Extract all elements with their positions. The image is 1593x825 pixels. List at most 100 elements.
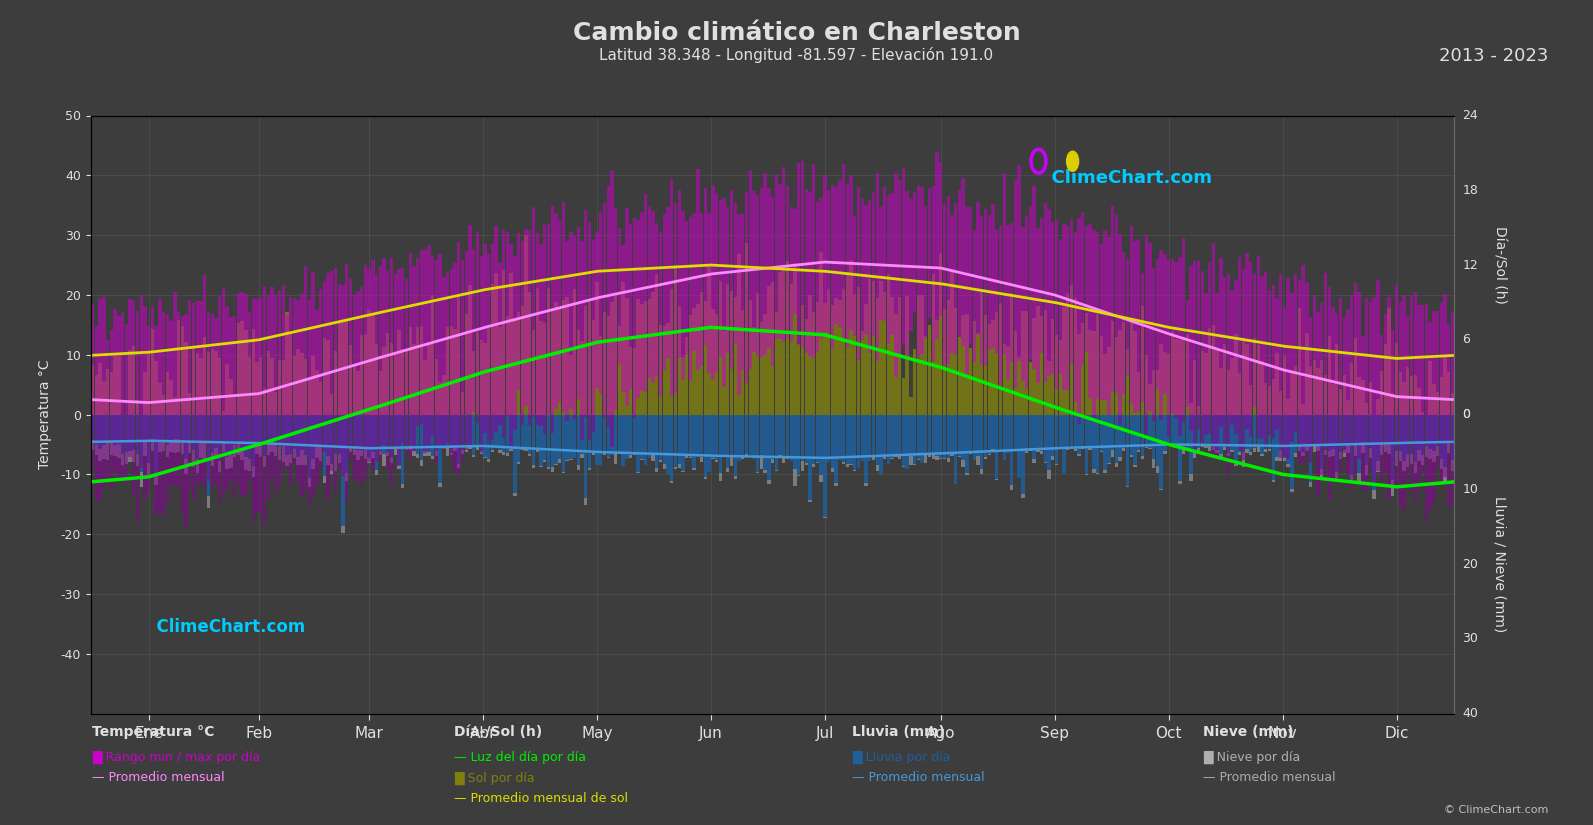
Bar	[94, 326, 99, 414]
Bar	[1391, 414, 1394, 480]
Bar	[1287, 414, 1290, 460]
Bar	[162, 414, 166, 516]
Bar	[416, 328, 419, 414]
Bar	[715, 460, 718, 462]
Bar	[454, 263, 457, 414]
Bar	[1313, 360, 1316, 414]
Bar	[1346, 444, 1349, 453]
Bar	[596, 281, 599, 414]
Bar	[1070, 414, 1074, 447]
Bar	[1407, 455, 1410, 467]
Bar	[652, 210, 655, 383]
Bar	[446, 327, 449, 414]
Bar	[1141, 306, 1144, 414]
Bar	[1435, 392, 1440, 414]
Bar	[499, 414, 502, 450]
Bar	[260, 444, 263, 457]
Bar	[143, 414, 147, 442]
Bar	[860, 199, 863, 340]
Bar	[977, 414, 980, 455]
Bar	[397, 465, 401, 469]
Bar	[1129, 455, 1133, 456]
Bar	[677, 464, 680, 468]
Bar	[1074, 233, 1077, 402]
Bar	[696, 414, 699, 457]
Bar	[401, 349, 405, 414]
Text: — Luz del día por día: — Luz del día por día	[454, 751, 586, 764]
Bar	[1093, 331, 1096, 414]
Bar	[1204, 445, 1207, 448]
Bar	[386, 271, 389, 414]
Bar	[307, 414, 311, 478]
Bar	[105, 414, 110, 478]
Bar	[349, 414, 352, 459]
Bar	[607, 414, 610, 457]
Bar	[494, 414, 499, 446]
Bar	[757, 195, 760, 357]
Bar	[323, 280, 327, 414]
Bar	[1354, 445, 1357, 456]
Bar	[1029, 449, 1032, 451]
Bar	[793, 414, 796, 469]
Bar	[710, 414, 715, 458]
Bar	[860, 331, 863, 414]
Bar	[1290, 373, 1294, 414]
Bar	[644, 414, 647, 465]
Bar	[1384, 414, 1388, 443]
Bar	[143, 372, 147, 414]
Bar	[479, 256, 483, 414]
Bar	[1249, 451, 1252, 455]
Bar	[660, 460, 663, 462]
Bar	[1099, 244, 1102, 400]
Bar	[229, 317, 233, 414]
Bar	[1257, 256, 1260, 414]
Bar	[1335, 344, 1338, 414]
Bar	[299, 294, 304, 414]
Bar	[796, 163, 800, 345]
Bar	[277, 360, 280, 414]
Bar	[854, 469, 857, 471]
Bar	[135, 311, 139, 414]
Bar	[1265, 449, 1268, 452]
Bar	[932, 186, 935, 361]
Bar	[252, 466, 255, 477]
Bar	[277, 414, 280, 485]
Bar	[1066, 293, 1069, 414]
Bar	[540, 465, 543, 467]
Bar	[905, 191, 908, 357]
Bar	[946, 458, 949, 461]
Bar	[1179, 414, 1182, 480]
Bar	[1047, 361, 1051, 414]
Bar	[621, 414, 624, 466]
Bar	[685, 337, 688, 414]
Bar	[413, 266, 416, 414]
Bar	[260, 414, 263, 444]
Bar	[327, 414, 330, 456]
Bar	[1059, 239, 1063, 374]
Bar	[637, 414, 640, 472]
Bar	[196, 301, 199, 414]
Bar	[413, 414, 416, 451]
Bar	[1246, 414, 1249, 429]
Bar	[535, 448, 538, 452]
Bar	[827, 191, 830, 337]
Bar	[1171, 414, 1174, 445]
Bar	[965, 473, 969, 475]
Bar	[271, 414, 274, 478]
Bar	[1418, 414, 1421, 489]
Bar	[1276, 298, 1279, 414]
Bar	[1257, 414, 1260, 438]
Text: — Promedio mensual de sol: — Promedio mensual de sol	[454, 792, 628, 805]
Bar	[1316, 414, 1319, 495]
Bar	[671, 179, 674, 396]
Bar	[499, 414, 502, 425]
Bar	[1410, 414, 1413, 493]
Text: 24: 24	[1462, 109, 1478, 122]
Bar	[613, 294, 618, 414]
Bar	[1118, 233, 1121, 414]
Bar	[1327, 287, 1330, 414]
Bar	[1435, 414, 1440, 467]
Bar	[91, 440, 94, 450]
Bar	[1429, 414, 1432, 511]
Bar	[215, 448, 218, 459]
